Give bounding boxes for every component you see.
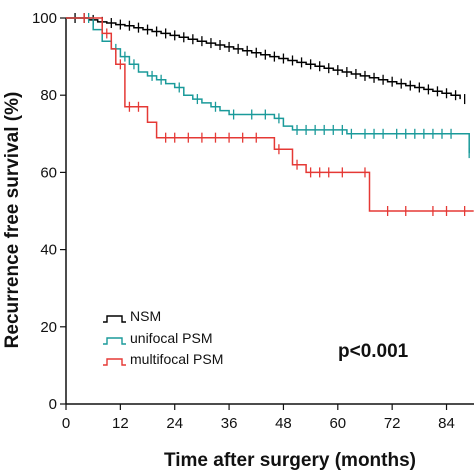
x-tick-label: 36 — [221, 415, 238, 432]
x-tick-label: 24 — [166, 415, 183, 432]
x-tick-label: 72 — [384, 415, 401, 432]
legend-item-unifocal: unifocal PSM — [103, 330, 212, 346]
survival-curve — [66, 17, 474, 212]
y-tick-label: 40 — [40, 242, 57, 259]
x-tick-label: 0 — [62, 415, 70, 432]
legend-item-multifocal: multifocal PSM — [103, 351, 223, 367]
y-axis-label: Recurrence free survival (%) — [2, 92, 23, 349]
x-tick-label: 48 — [275, 415, 292, 432]
series-layer — [66, 13, 474, 216]
y-tick-label: 80 — [40, 87, 57, 104]
legend-label-unifocal: unifocal PSM — [130, 330, 212, 346]
survival-curve — [66, 17, 461, 100]
legend-label-nsm: NSM — [130, 308, 161, 324]
y-tick-label: 60 — [40, 164, 57, 181]
series-2 — [66, 13, 474, 216]
y-tick-label: 100 — [32, 10, 57, 27]
series-0 — [66, 13, 466, 105]
y-axis-label-text: Recurrence free survival (%) — [2, 92, 23, 349]
y-ticks: 0 20 40 60 80 100 — [32, 10, 66, 413]
p-value-annotation: p<0.001 — [338, 341, 409, 362]
y-tick-label: 0 — [49, 396, 57, 413]
x-ticks: 0 12 24 36 48 60 72 84 — [62, 404, 455, 432]
x-tick-label: 84 — [438, 415, 455, 432]
y-tick-label: 20 — [40, 319, 57, 336]
legend-item-nsm: NSM — [103, 308, 161, 324]
x-axis-label: Time after surgery (months) — [164, 450, 416, 471]
series-1 — [66, 13, 470, 159]
legend-label-multifocal: multifocal PSM — [130, 351, 223, 367]
x-tick-label: 12 — [112, 415, 129, 432]
survival-curve — [66, 17, 470, 154]
x-tick-label: 60 — [329, 415, 346, 432]
legend: NSM unifocal PSM multifocal PSM — [103, 308, 223, 367]
